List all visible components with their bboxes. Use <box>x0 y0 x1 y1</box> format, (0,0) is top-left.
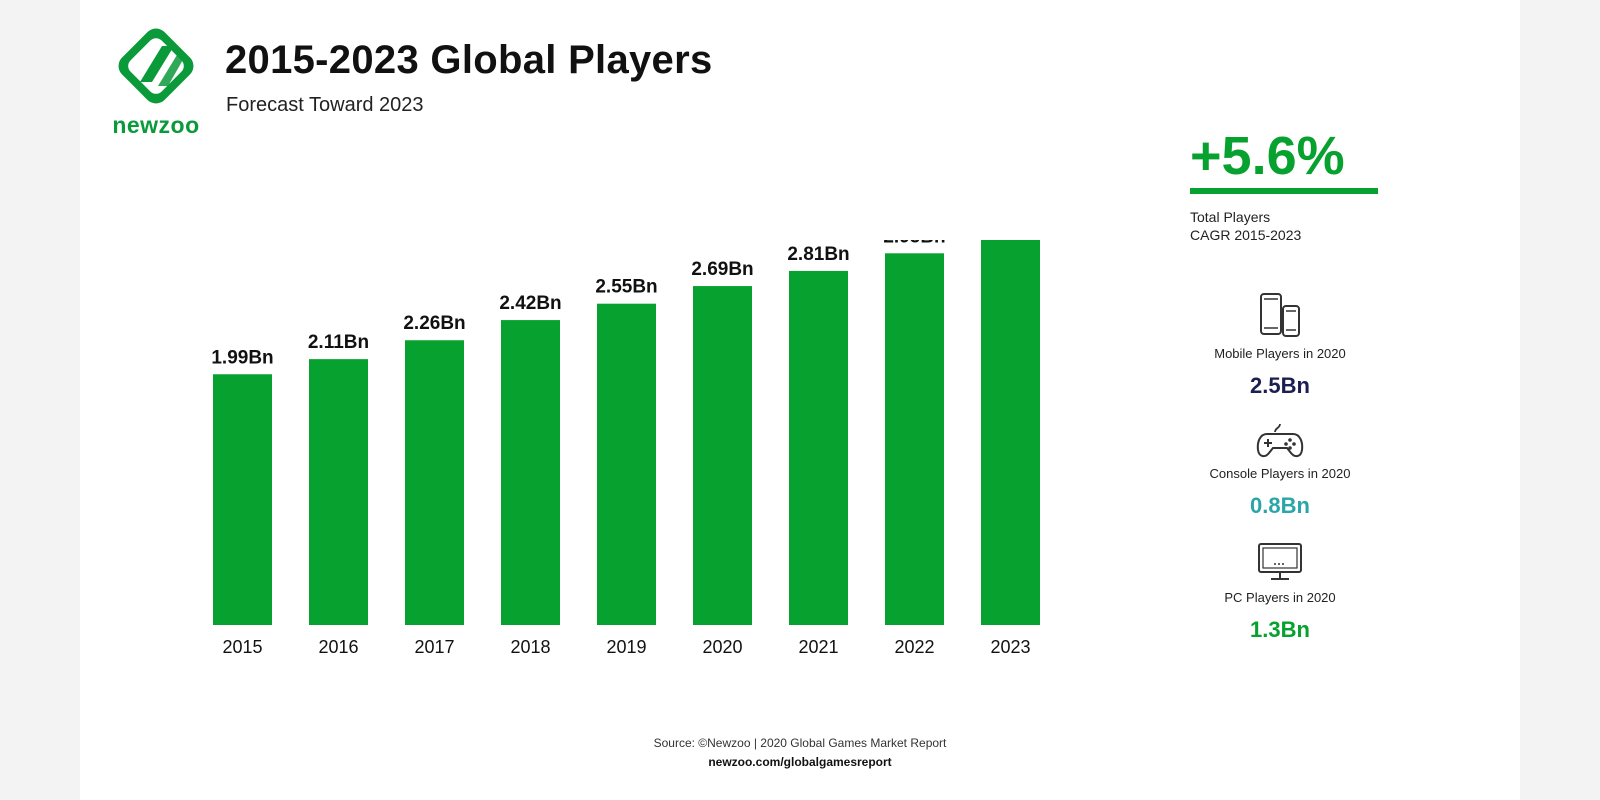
stat-mobile-label: Mobile Players in 2020 <box>1214 346 1346 361</box>
stat-pc-label: PC Players in 2020 <box>1224 590 1336 605</box>
bar-value-label-2015: 1.99Bn <box>211 347 273 368</box>
x-tick-label-2015: 2015 <box>222 637 262 657</box>
infographic-canvas: newzoo 2015-2023 Global Players Forecast… <box>80 0 1520 800</box>
gamepad-icon <box>1256 423 1304 458</box>
logo-wordmark: newzoo <box>112 112 200 138</box>
page-title: 2015-2023 Global Players <box>225 38 713 82</box>
cagr-label: Total Players CAGR 2015-2023 <box>1190 209 1302 243</box>
source-note: Source: ©Newzoo | 2020 Global Games Mark… <box>653 736 947 750</box>
stat-console: Console Players in 2020 0.8Bn <box>1180 420 1380 519</box>
bar-2021 <box>789 270 848 625</box>
page-subtitle: Forecast Toward 2023 <box>226 94 424 116</box>
x-tick-label-2019: 2019 <box>606 637 646 657</box>
x-tick-label-2023: 2023 <box>990 637 1030 657</box>
stat-pc-value: 1.3Bn <box>1250 617 1310 642</box>
stat-console-value: 0.8Bn <box>1250 493 1310 518</box>
bar-2018 <box>501 320 560 625</box>
bar-2020 <box>693 286 752 625</box>
bar-value-label-2018: 2.42Bn <box>499 293 561 314</box>
bar-2023 <box>981 240 1040 625</box>
bar-2022 <box>885 253 944 626</box>
bar-value-label-2016: 2.11Bn <box>308 332 369 353</box>
stat-pc: PC Players in 2020 1.3Bn <box>1180 542 1380 643</box>
x-tick-label-2020: 2020 <box>702 637 742 657</box>
bar-2019 <box>597 303 656 625</box>
bar-chart: 1.99Bn 2015 2.11Bn 2016 2.26Bn 2017 2.42Bn 2018… <box>211 240 1040 657</box>
mobile-phones-icon <box>1260 293 1300 337</box>
pc-monitor-icon <box>1258 543 1302 580</box>
x-tick-label-2022: 2022 <box>894 637 934 657</box>
bar-value-label-2020: 2.69Bn <box>691 259 753 280</box>
bar-value-label-2022: 2.95Bn <box>883 240 945 247</box>
cagr-underline <box>1190 188 1378 194</box>
report-url[interactable]: newzoo.com/globalgamesreport <box>708 755 892 769</box>
stat-mobile-value: 2.5Bn <box>1250 373 1310 398</box>
cagr-value: +5.6% <box>1190 126 1345 186</box>
x-tick-label-2021: 2021 <box>798 637 838 657</box>
bar-value-label-2021: 2.81Bn <box>787 244 849 265</box>
cagr-block: +5.6% Total Players CAGR 2015-2023 <box>1190 128 1390 244</box>
x-tick-label-2017: 2017 <box>414 637 454 657</box>
x-tick-label-2018: 2018 <box>510 637 550 657</box>
bar-value-label-2017: 2.26Bn <box>403 313 465 334</box>
bar-value-label-2019: 2.55Bn <box>595 277 657 298</box>
stat-mobile: Mobile Players in 2020 2.5Bn <box>1180 292 1380 399</box>
newzoo-logo-icon <box>118 28 194 104</box>
newzoo-logo: newzoo <box>108 20 204 138</box>
bar-2017 <box>405 340 464 625</box>
x-tick-label-2016: 2016 <box>318 637 358 657</box>
bar-2015 <box>213 374 272 625</box>
stat-console-label: Console Players in 2020 <box>1209 466 1351 481</box>
bar-2016 <box>309 359 368 625</box>
